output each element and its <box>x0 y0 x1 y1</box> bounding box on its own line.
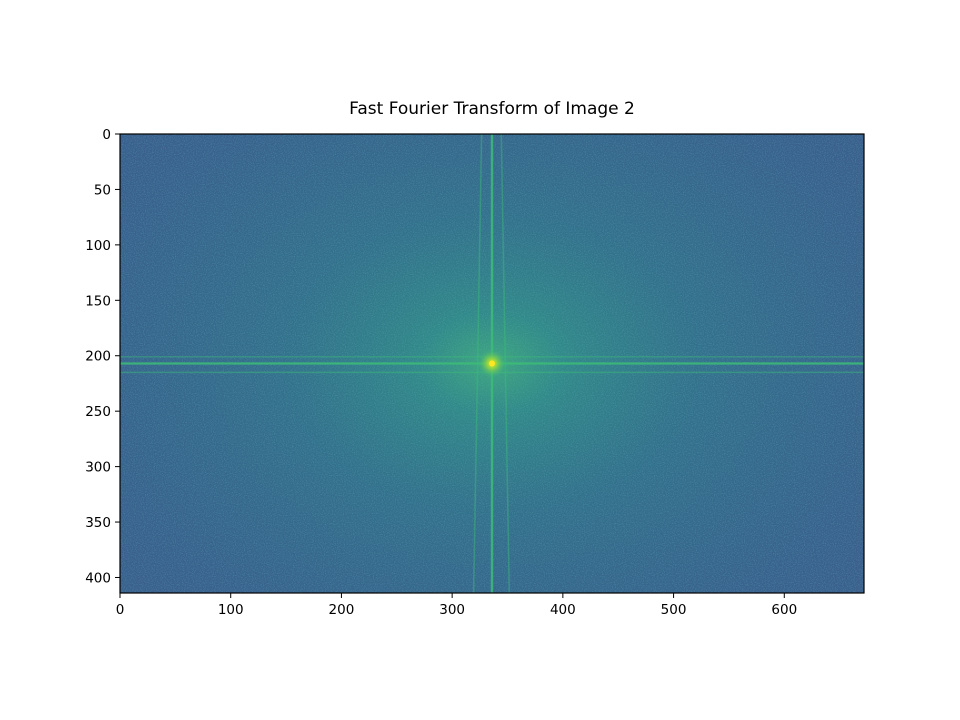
y-tick-label: 50 <box>94 182 111 198</box>
center-peak-core <box>489 360 495 367</box>
x-tick-label: 100 <box>218 602 244 618</box>
x-tick-label: 300 <box>439 602 465 618</box>
y-tick-label: 0 <box>102 127 111 143</box>
y-tick-label: 400 <box>85 570 111 586</box>
y-tick-label: 200 <box>85 349 111 365</box>
fft-image <box>120 134 864 593</box>
x-tick-label: 600 <box>771 602 797 618</box>
axes-frame <box>119 133 865 594</box>
y-tick-label: 100 <box>85 238 111 254</box>
y-tick-label: 300 <box>85 460 111 476</box>
y-tick-label: 250 <box>85 404 111 420</box>
y-tick-label: 350 <box>85 515 111 531</box>
x-tick-label: 500 <box>661 602 687 618</box>
axes: 0 100 200 300 400 500 600 0 50 100 150 200 250 300 350… <box>85 127 865 618</box>
chart-title: Fast Fourier Transform of Image 2 <box>349 99 635 119</box>
x-tick-label: 400 <box>550 602 576 618</box>
y-tick-label: 150 <box>85 293 111 309</box>
x-tick-label: 200 <box>329 602 355 618</box>
x-tick-label: 0 <box>116 602 125 618</box>
vertical-streak <box>472 134 483 593</box>
